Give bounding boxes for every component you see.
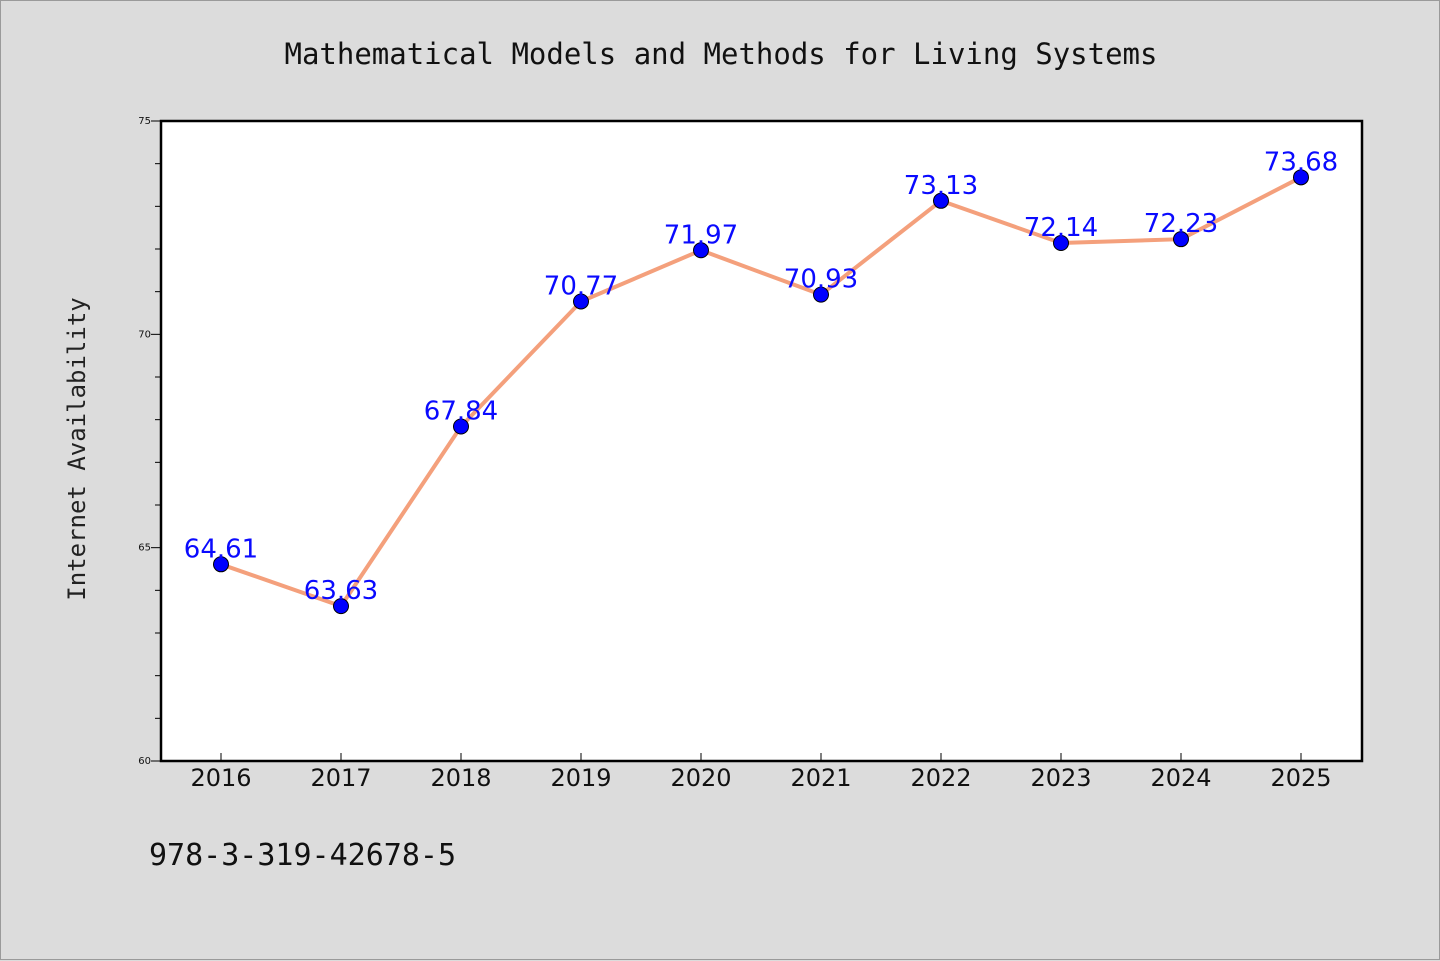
data-point bbox=[453, 418, 469, 435]
x-tick-labels: 2016 2017 2018 2019 2020 2021 2022 2023 2024 2025 bbox=[190, 764, 1331, 792]
x-tick-label: 2021 bbox=[790, 764, 851, 792]
data-point bbox=[933, 192, 949, 209]
data-label: 73.68 bbox=[1264, 147, 1338, 177]
data-label: 72.14 bbox=[1024, 213, 1098, 243]
plot-area bbox=[161, 121, 1362, 761]
data-point bbox=[1293, 169, 1309, 186]
series-line-group bbox=[219, 175, 1303, 609]
x-tick-label: 2020 bbox=[670, 764, 731, 792]
y-tick-label: 65 bbox=[138, 543, 151, 554]
data-label: 64.61 bbox=[184, 534, 258, 564]
chart-title: Mathematical Models and Methods for Livi… bbox=[285, 37, 1158, 71]
isbn-text: 978-3-319-42678-5 bbox=[149, 838, 456, 873]
data-label: 63.63 bbox=[304, 576, 378, 606]
x-tick-label: 2024 bbox=[1150, 764, 1211, 792]
y-tick-label: 60 bbox=[138, 756, 151, 767]
data-label: 73.13 bbox=[904, 171, 978, 201]
y-axis-label: Internet Availability bbox=[63, 297, 91, 600]
x-tick-label: 2022 bbox=[910, 764, 971, 792]
data-point bbox=[1173, 231, 1189, 248]
x-tick-label: 2017 bbox=[310, 764, 371, 792]
data-label: 71.97 bbox=[664, 220, 738, 250]
data-point bbox=[333, 598, 349, 615]
data-label: 70.77 bbox=[544, 271, 618, 301]
data-label: 72.23 bbox=[1144, 209, 1218, 239]
x-tick-label: 2023 bbox=[1030, 764, 1091, 792]
x-tick-label: 2019 bbox=[550, 764, 611, 792]
x-tick-label: 2025 bbox=[1270, 764, 1331, 792]
series-line bbox=[219, 175, 1303, 609]
data-point bbox=[213, 556, 229, 573]
data-point bbox=[1053, 235, 1069, 252]
y-tick-label: 75 bbox=[138, 116, 151, 127]
series-markers bbox=[213, 169, 1309, 615]
x-tick-label: 2018 bbox=[430, 764, 491, 792]
y-tick-label: 70 bbox=[138, 329, 151, 340]
data-label: 67.84 bbox=[424, 396, 498, 426]
axis-ticks bbox=[151, 120, 1302, 762]
y-tick-labels: 60 65 70 75 bbox=[138, 116, 151, 767]
x-tick-label: 2016 bbox=[190, 764, 251, 792]
data-point bbox=[693, 242, 709, 259]
data-labels: 64.61 63.63 67.84 70.77 71.97 70.93 73.13 72.14… bbox=[184, 147, 1338, 606]
data-point bbox=[813, 286, 829, 303]
data-label: 70.93 bbox=[784, 265, 858, 295]
plot-border bbox=[159, 119, 1364, 763]
data-point bbox=[573, 293, 589, 310]
